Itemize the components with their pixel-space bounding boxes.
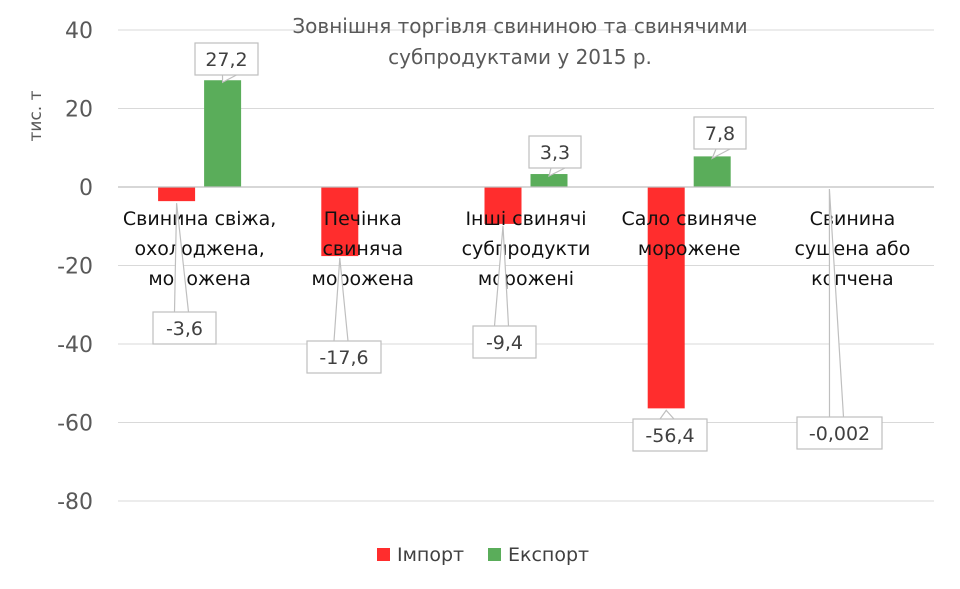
data-label: 7,8	[693, 116, 747, 160]
data-label-leader	[493, 225, 510, 327]
data-label-text: -0,002	[809, 423, 870, 445]
category-label: Сало свиняче морожене	[621, 208, 756, 260]
data-label: -0,002	[796, 188, 883, 450]
bar-import	[484, 187, 522, 224]
y-tick-label: -20	[57, 255, 93, 280]
data-label-text: -9,4	[486, 332, 523, 354]
data-label: 27,2	[194, 42, 259, 84]
category-label-line: охолоджена,	[134, 238, 264, 260]
category-labels: Свинина свіжа, охолоджена, мороженаПечінка…	[123, 208, 910, 290]
y-axis-ticks: 40 20 0 -20 -40 -60 -80	[57, 19, 93, 515]
legend-label: Експорт	[508, 544, 589, 566]
legend-swatch	[377, 548, 390, 561]
category-label-line: Сало свиняче	[621, 208, 756, 230]
data-label: -9,4	[472, 225, 537, 359]
legend-label: Імпорт	[397, 544, 464, 566]
category-label: Інші свинячі субпродукти морожені	[462, 208, 591, 290]
category-label: Свинина сушена або копчена	[794, 208, 910, 290]
category-label-line: сушена або	[794, 238, 910, 260]
data-label-text: -17,6	[319, 347, 368, 369]
data-label-text: 27,2	[205, 49, 247, 71]
data-label-text: 7,8	[705, 123, 735, 145]
data-label-leader	[173, 203, 190, 313]
y-tick-label: -80	[57, 490, 93, 515]
category-label: Свинина свіжа, охолоджена, морожена	[123, 208, 276, 290]
bar-import	[647, 187, 685, 409]
y-tick-label: 0	[79, 176, 93, 201]
bar-import	[158, 187, 196, 202]
y-tick-label: -40	[57, 333, 93, 358]
data-label-box	[693, 116, 747, 150]
data-label-box	[472, 325, 537, 359]
category-label-line: субпродукти	[462, 238, 591, 260]
y-tick-label: -60	[57, 412, 93, 437]
category-label-line: свиняча	[322, 238, 403, 260]
bar-export	[693, 156, 731, 187]
category-label-line: морожені	[478, 268, 574, 290]
data-label-callouts: -3,6 -17,6 -9,4 -56,4 -0,002 27,2 3,3 7,8	[152, 42, 883, 452]
bars	[158, 80, 848, 409]
bar-import	[321, 187, 359, 257]
category-label-line: морожена	[148, 268, 251, 290]
data-label-leader	[548, 167, 566, 178]
category-label-line: Інші свинячі	[465, 208, 586, 230]
category-label-line: Свинина	[810, 208, 896, 230]
chart-title: Зовнішня торгівля свининою та свинячими с…	[292, 14, 747, 69]
data-label: -17,6	[306, 258, 382, 374]
chart-title-line: Зовнішня торгівля свининою та свинячими	[292, 14, 747, 38]
category-label-line: копчена	[811, 268, 894, 290]
data-label-leader	[333, 258, 349, 342]
data-label: -56,4	[632, 409, 708, 452]
category-label: Печінка свиняча морожена	[312, 208, 415, 290]
y-tick-label: 20	[65, 98, 93, 123]
data-label-text: 3,3	[540, 142, 570, 164]
category-label-line: морожена	[312, 268, 415, 290]
chart-title-line: субпродуктами у 2015 р.	[388, 45, 652, 69]
data-label-box	[796, 416, 883, 450]
data-label-text: -56,4	[645, 425, 694, 447]
data-label-leader	[828, 188, 845, 418]
legend: Імпорт Експорт	[377, 544, 589, 566]
data-label-box	[528, 135, 582, 169]
data-label-leader	[711, 148, 731, 160]
data-label-leader	[221, 74, 237, 84]
data-label-box	[152, 311, 217, 345]
y-axis-label: тис. т	[26, 90, 46, 141]
gridlines	[118, 29, 934, 502]
data-label-box	[632, 418, 708, 452]
bar-export	[530, 174, 568, 187]
data-label: -3,6	[152, 203, 217, 345]
data-label-box	[306, 340, 382, 374]
y-tick-label: 40	[65, 19, 93, 44]
data-label-leader	[659, 409, 675, 420]
data-label-box	[194, 42, 259, 76]
data-label-text: -3,6	[166, 318, 203, 340]
data-label: 3,3	[528, 135, 582, 178]
legend-swatch	[488, 548, 501, 561]
category-label-line: морожене	[638, 238, 741, 260]
category-label-line: Печінка	[324, 208, 402, 230]
bar-export	[204, 80, 242, 187]
category-label-line: Свинина свіжа,	[123, 208, 276, 230]
